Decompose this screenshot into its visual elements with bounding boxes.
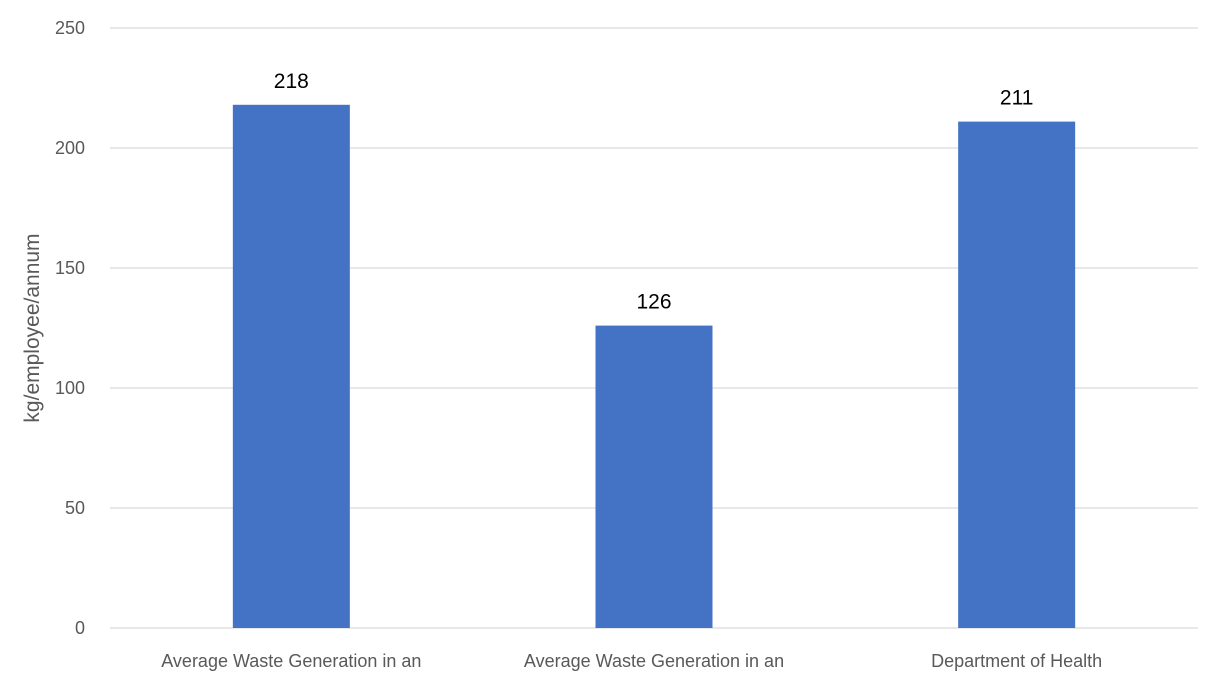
y-tick-label: 100 xyxy=(55,378,85,398)
y-tick-label: 150 xyxy=(55,258,85,278)
y-tick-label: 50 xyxy=(65,498,85,518)
bar xyxy=(232,104,350,629)
data-label: 211 xyxy=(1000,87,1033,110)
data-label: 126 xyxy=(636,291,671,314)
bar xyxy=(958,121,1076,628)
bars xyxy=(232,104,1076,629)
y-tick-label: 200 xyxy=(55,138,85,158)
x-tick-label: Average Waste Generation in an xyxy=(524,651,784,671)
y-axis-ticks: 0 50 100 150 200 250 xyxy=(55,18,85,638)
y-tick-label: 0 xyxy=(75,618,85,638)
bar xyxy=(595,325,713,628)
x-tick-label: Department of Health xyxy=(931,651,1102,671)
data-labels: 218 126 211 xyxy=(274,70,1034,314)
x-axis-ticks: Average Waste Generation in an Average Wa… xyxy=(161,651,1102,671)
x-tick-label: Average Waste Generation in an xyxy=(161,651,421,671)
data-label: 218 xyxy=(274,70,309,93)
y-axis-title: kg/employee/annum xyxy=(21,233,44,422)
y-tick-label: 250 xyxy=(55,18,85,38)
